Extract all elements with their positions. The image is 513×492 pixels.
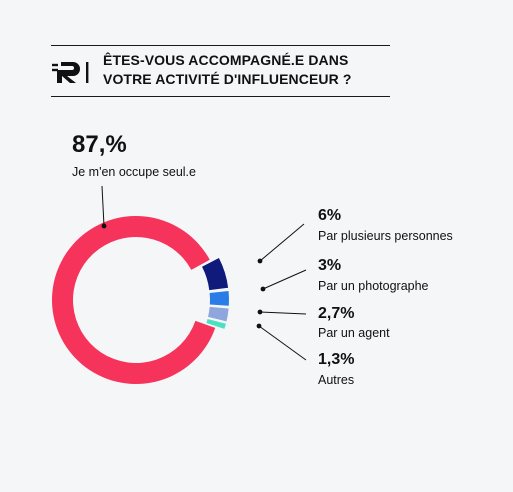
leader-dot-4 [256,323,262,329]
slice-label-4: Autres [318,373,354,387]
slice-label-3: Par un agent [318,326,390,340]
slice-percent-3: 2,7% [318,305,354,322]
header-rule-top [51,45,390,46]
donut-slice-0 [51,215,216,384]
leader-line-0 [101,185,105,227]
slice-label-2: Par un photographe [318,279,429,293]
header-rule-bottom [51,96,390,97]
donut-slice-1 [202,258,229,291]
slice-percent-4: 1,3% [318,351,354,368]
slice-percent-1: 6% [318,207,341,224]
leader-dot-0 [101,223,107,229]
leader-line-1 [259,223,305,262]
leader-line-3 [259,311,307,315]
leader-line-2 [262,269,307,290]
leader-dot-3 [257,309,263,315]
slice-labels: 87,% Je m'en occupe seul.e 6% Par plusieurs… [72,131,453,387]
leader-dot-1 [257,258,263,264]
leader-lines [101,185,307,361]
donut-slice-3 [208,306,229,322]
slice-label-1: Par plusieurs personnes [318,229,453,243]
brand-logo-icon [52,62,89,83]
title-line-2: VOTRE ACTIVITÉ D'INFLUENCEUR ? [103,71,352,87]
donut-slice-2 [209,291,229,306]
slice-label-0: Je m'en occupe seul.e [72,165,196,179]
chart-title: ÊTES-VOUS ACCOMPAGNÉ.E DANS VOTRE ACTIVI… [103,51,393,89]
donut-slices [51,215,229,384]
slice-percent-0: 87,% [72,131,127,158]
leader-line-4 [258,325,307,361]
donut-slice-4 [206,318,226,329]
slice-percent-2: 3% [318,257,341,274]
leader-dot-2 [260,286,266,292]
title-line-1: ÊTES-VOUS ACCOMPAGNÉ.E DANS [103,52,349,68]
